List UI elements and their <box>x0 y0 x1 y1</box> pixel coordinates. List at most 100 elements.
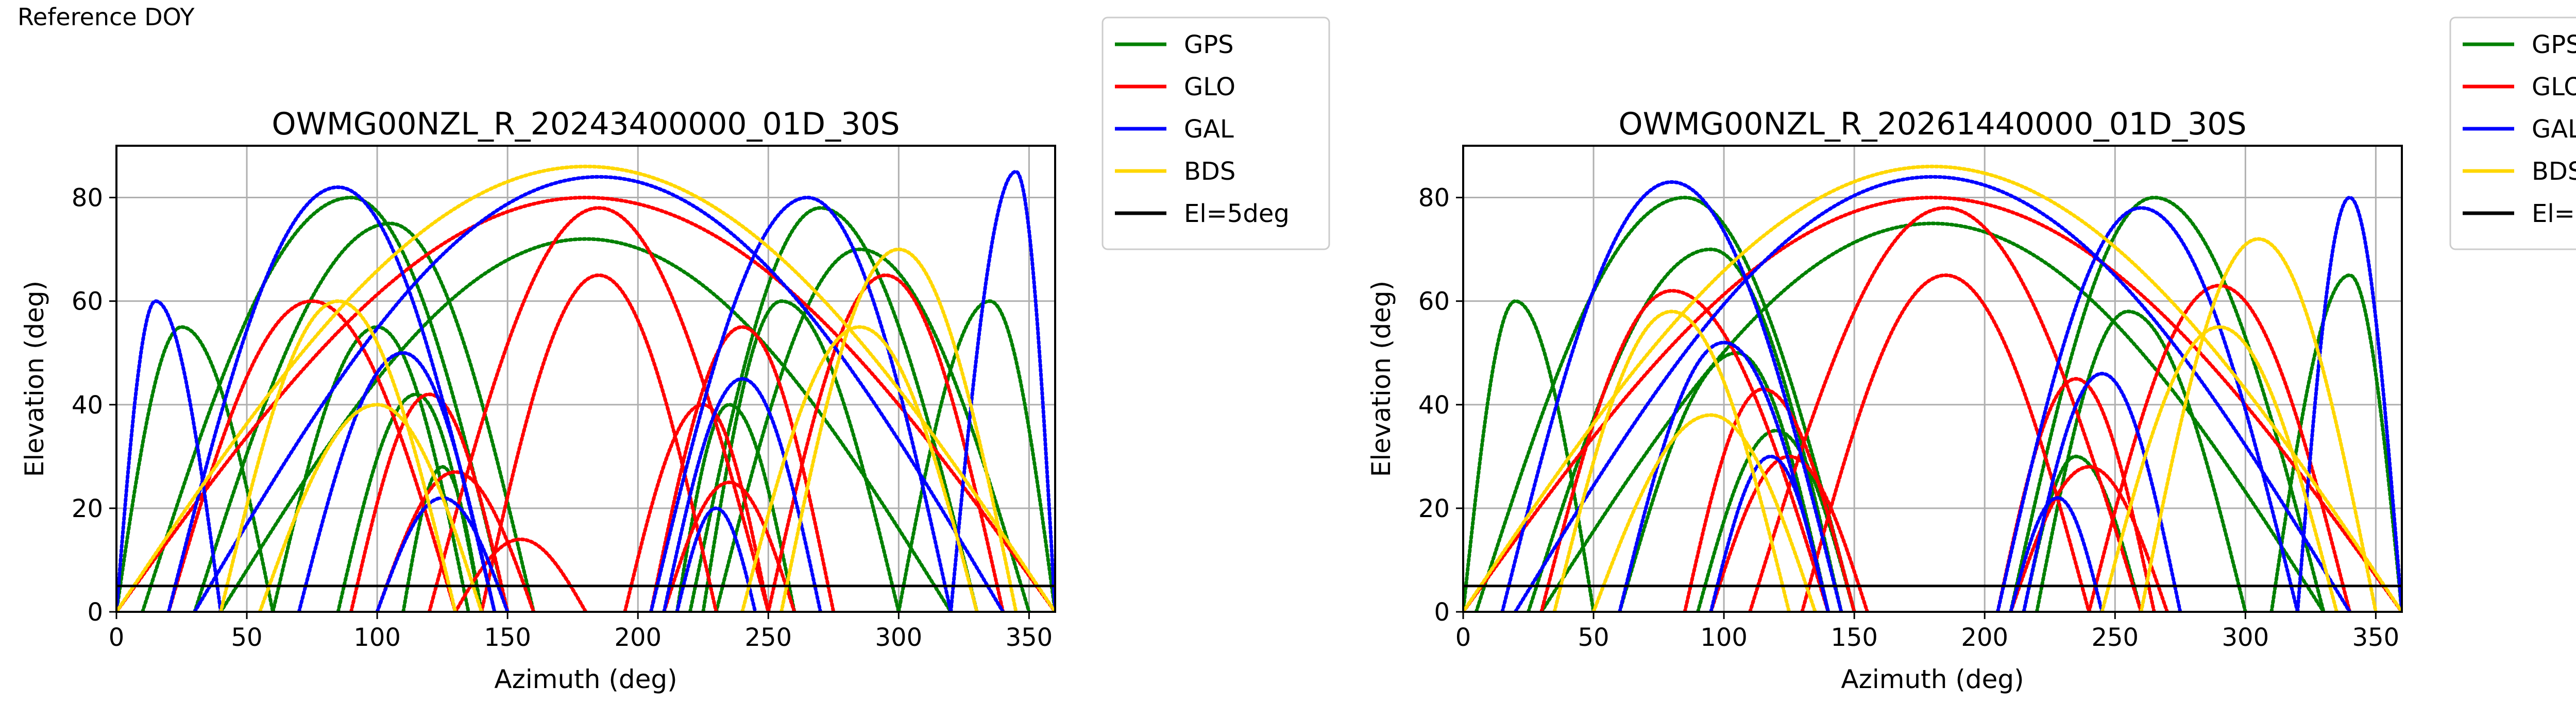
satellite-track <box>1463 299 1596 612</box>
x-axis-label: Azimuth (deg) <box>1841 664 2024 694</box>
x-tick-label: 100 <box>353 623 401 652</box>
chart-2: 0 50 100 150 200 250 300 350 0 20 40 60 80 OWMG00NZL_… <box>1366 16 2576 694</box>
plot-frame <box>115 145 1056 613</box>
x-tick-label: 250 <box>744 623 792 652</box>
x-tick-label: 250 <box>2091 623 2139 652</box>
satellite-track <box>258 403 484 612</box>
y-tick-label: 60 <box>1418 287 1450 316</box>
x-tick-label: 0 <box>1455 623 1471 652</box>
y-tick-label: 0 <box>87 598 103 627</box>
satellite-track <box>1709 454 1831 612</box>
satellite-track <box>2022 371 2182 612</box>
legend: GPS GLO GAL BDS El=5deg <box>2449 16 2576 250</box>
satellite-track <box>453 537 588 612</box>
satellite-track <box>2269 273 2402 612</box>
series-gal <box>1500 175 2402 612</box>
satellite-track <box>401 465 484 612</box>
chart-title: OWMG00NZL_R_20261440000_01D_30S <box>1618 106 2246 142</box>
satellite-track <box>166 299 457 612</box>
satellite-track <box>1513 175 2352 612</box>
x-tick-label: 300 <box>875 623 923 652</box>
satellite-track <box>193 221 536 612</box>
satellite-track <box>1474 196 1856 612</box>
satellite-track <box>1618 351 1831 612</box>
y-tick-label: 40 <box>72 391 103 420</box>
satellite-track <box>297 351 497 612</box>
satellite-track <box>116 325 275 612</box>
x-tick-label: 150 <box>484 623 531 652</box>
satellite-track <box>949 169 1055 612</box>
legend: GPS GLO GAL BDS El=5deg <box>1101 16 1330 250</box>
satellite-track <box>766 273 1005 612</box>
x-tick-label: 150 <box>1831 623 1878 652</box>
series-glo <box>116 196 1055 612</box>
satellite-track <box>649 325 836 612</box>
y-axis-label: Elevation (deg) <box>20 281 49 477</box>
y-tick-label: 20 <box>72 494 103 523</box>
x-tick-label: 50 <box>231 623 263 652</box>
legend-box <box>1101 16 1330 250</box>
legend-label: El=5deg <box>2532 199 2576 228</box>
satellite-track <box>1552 310 1791 612</box>
satellite-track <box>649 196 953 612</box>
legend-box <box>2449 16 2576 250</box>
reference-doy-label: Reference DOY <box>18 3 195 31</box>
plot-frame <box>1462 145 2403 613</box>
legend-label: GAL <box>1184 115 1234 144</box>
legend-label: GAL <box>2532 115 2576 144</box>
satellite-track <box>2100 325 2338 612</box>
satellite-track <box>116 196 1055 612</box>
satellite-track <box>349 392 510 612</box>
satellite-track <box>218 237 953 612</box>
satellite-track <box>1500 180 1843 612</box>
y-axis-label: Elevation (deg) <box>1366 281 1396 477</box>
satellite-track <box>1683 387 1856 612</box>
y-tick-label: 80 <box>72 184 103 213</box>
chart-1: 0 50 100 150 200 250 300 350 0 20 40 60 80 OWMG00NZL_… <box>20 16 1330 694</box>
satellite-track <box>2296 196 2402 612</box>
satellite-track <box>166 185 497 612</box>
satellite-track <box>2009 496 2104 612</box>
satellite-track <box>714 247 1031 612</box>
legend-label: GPS <box>1184 30 1234 59</box>
x-tick-label: 50 <box>1578 623 1609 652</box>
legend-label: El=5deg <box>1184 199 1290 228</box>
x-axis-label: Azimuth (deg) <box>494 664 677 694</box>
satellite-track <box>2035 310 2247 612</box>
chart-title: OWMG00NZL_R_20243400000_01D_30S <box>272 106 900 142</box>
series-bds <box>1463 164 2402 612</box>
satellite-track <box>675 506 757 612</box>
legend-label: BDS <box>2532 157 2576 186</box>
satellite-track <box>688 206 979 612</box>
x-tick-label: 100 <box>1700 623 1748 652</box>
y-tick-label: 40 <box>1418 391 1450 420</box>
legend-label: GLO <box>1184 73 1235 101</box>
legend-label: GLO <box>2532 73 2576 101</box>
plot-data <box>1463 164 2402 612</box>
satellite-track <box>427 206 770 612</box>
x-tick-label: 0 <box>109 623 125 652</box>
x-tick-label: 300 <box>2222 623 2269 652</box>
y-tick-label: 20 <box>1418 494 1450 523</box>
x-tick-label: 200 <box>614 623 662 652</box>
satellite-track <box>480 273 718 612</box>
series-bds <box>116 164 1055 612</box>
legend-label: GPS <box>2532 30 2576 59</box>
plot-data <box>116 164 1055 612</box>
satellite-track <box>896 299 1055 612</box>
satellite-track <box>1618 340 1831 612</box>
y-tick-label: 60 <box>72 287 103 316</box>
series-gps <box>116 196 1055 612</box>
x-tick-label: 200 <box>1961 623 2008 652</box>
satellite-track <box>740 325 979 612</box>
satellite-track <box>218 299 457 612</box>
satellite-track <box>662 376 822 612</box>
x-tick-label: 350 <box>1006 623 1053 652</box>
satellite-track <box>116 164 1055 612</box>
satellite-track <box>1539 221 2326 612</box>
satellite-track <box>1996 206 2300 612</box>
y-tick-label: 80 <box>1418 184 1450 213</box>
y-tick-label: 0 <box>1434 598 1450 627</box>
satellite-track <box>2139 237 2378 612</box>
